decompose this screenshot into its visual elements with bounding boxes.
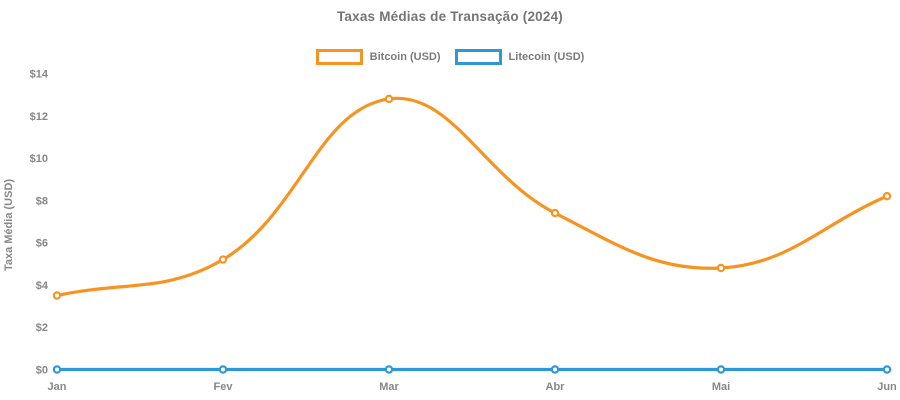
bitcoin-usd-point-mar — [384, 94, 394, 104]
legend-item-bitcoin-usd[interactable]: Bitcoin (USD) — [315, 49, 441, 65]
litecoin-usd-point-mai — [716, 365, 726, 374]
chart-title: Taxas Médias de Transação (2024) — [336, 9, 563, 24]
legend: Bitcoin (USD) Litecoin (USD) — [0, 48, 900, 66]
legend-swatch-litecoin-usd — [454, 49, 502, 65]
bitcoin-usd-point-fev — [218, 255, 228, 264]
y-tick-label-6: $6 — [36, 238, 48, 250]
legend-swatch-bitcoin-usd — [315, 49, 363, 65]
y-tick-label-14: $14 — [30, 69, 49, 81]
x-tick-label-mai: Mai — [712, 381, 730, 393]
bitcoin-usd-point-jan — [52, 291, 62, 300]
legend-label-bitcoin-usd: Bitcoin (USD) — [369, 51, 441, 63]
x-tick-label-mar: Mar — [379, 381, 399, 393]
y-tick-label-2: $2 — [36, 322, 48, 334]
litecoin-usd-point-abr — [550, 365, 560, 374]
y-tick-label-12: $12 — [30, 111, 48, 123]
litecoin-usd-point-fev — [218, 365, 228, 374]
y-tick-label-4: $4 — [36, 280, 49, 292]
x-tick-label-jun: Jun — [877, 381, 897, 393]
litecoin-usd-point-jan — [52, 365, 62, 374]
bitcoin-usd-point-mai — [716, 263, 726, 273]
y-tick-label-0: $0 — [36, 365, 48, 377]
x-tick-label-fev: Fev — [214, 381, 234, 393]
bitcoin-usd-point-jun — [882, 191, 892, 201]
x-tick-label-abr: Abr — [546, 381, 566, 393]
x-tick-label-jan: Jan — [48, 381, 67, 393]
litecoin-usd-point-jun — [882, 365, 892, 374]
legend-item-litecoin-usd[interactable]: Litecoin (USD) — [454, 49, 585, 65]
y-tick-label-8: $8 — [36, 195, 48, 207]
bitcoin-usd-line — [55, 96, 889, 298]
bitcoin-usd-point-abr — [550, 208, 560, 218]
litecoin-usd-point-mar — [384, 365, 394, 374]
legend-label-litecoin-usd: Litecoin (USD) — [508, 51, 585, 63]
y-axis-title: Taxa Média (USD) — [3, 179, 15, 271]
y-tick-label-10: $10 — [30, 153, 48, 165]
